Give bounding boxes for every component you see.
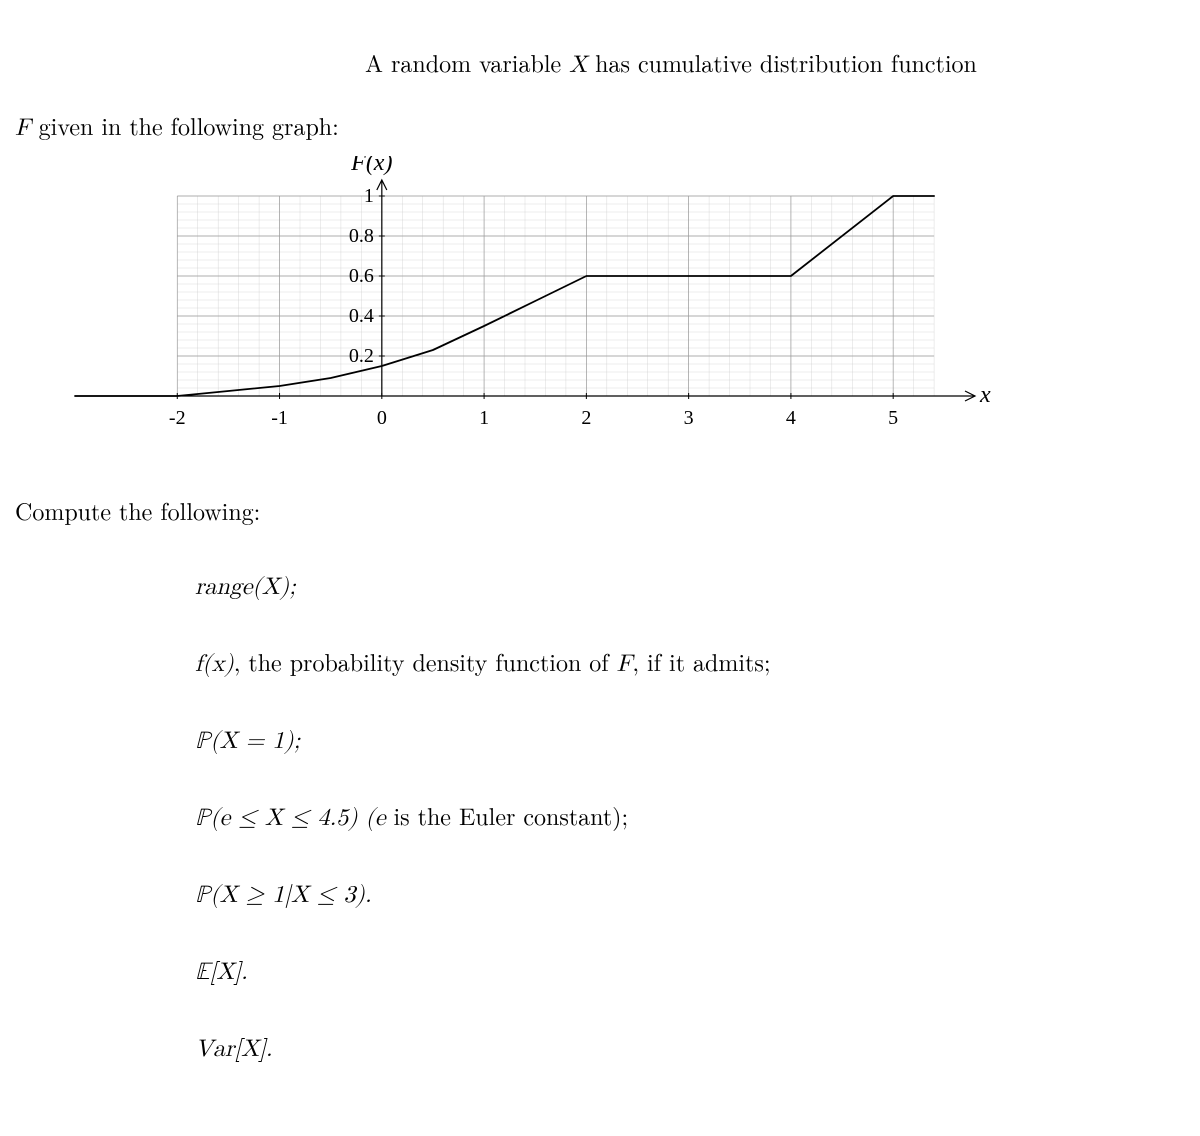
intro-line1: A random variable X has cumulative distr… [15, 44, 1185, 83]
intro-text: A random variable [365, 45, 569, 79]
svg-text:-1: -1 [271, 407, 288, 429]
question-list: range(X); f(x), the probability density … [195, 566, 1185, 1067]
intro-var-x: X [569, 53, 587, 77]
intro-var-f: F [15, 116, 31, 140]
item-variance: Var[X]. [195, 1028, 1185, 1067]
svg-text:0: 0 [377, 407, 387, 429]
intro-text2: has cumulative distribution function [587, 45, 977, 79]
svg-text:0.8: 0.8 [349, 225, 374, 247]
compute-label: Compute the following: [15, 492, 1185, 528]
svg-text:1: 1 [479, 407, 489, 429]
svg-text:2: 2 [581, 407, 591, 429]
svg-text:1: 1 [364, 185, 374, 207]
item-p-cond: ℙ(X ≥ 1|X ≤ 3). [195, 874, 1185, 913]
svg-text:F(x): F(x) [350, 156, 392, 176]
svg-text:4: 4 [786, 407, 796, 429]
svg-text:-2: -2 [169, 407, 186, 429]
item-p-e-45: ℙ(e ≤ X ≤ 4.5) (e is the Euler constant)… [195, 797, 1185, 836]
intro-line2-suffix: given in the following graph: [31, 108, 339, 142]
intro-line2: F given in the following graph: [15, 107, 1185, 146]
svg-text:0.4: 0.4 [349, 305, 374, 327]
item-expectation: 𝔼[X]. [195, 951, 1185, 990]
svg-text:0.2: 0.2 [349, 345, 374, 367]
item-pdf: f(x), the probability density function o… [195, 643, 1185, 682]
item-p-x-eq-1: ℙ(X = 1); [195, 720, 1185, 759]
svg-text:x: x [979, 382, 991, 408]
cdf-svg: x F(x) -2 -1 0 1 2 3 4 5 0.2 0.4 0.6 0.8 1 [15, 156, 1015, 456]
svg-text:3: 3 [684, 407, 694, 429]
item-range: range(X); [195, 566, 1185, 605]
cdf-chart: x F(x) -2 -1 0 1 2 3 4 5 0.2 0.4 0.6 0.8 1 [15, 156, 1185, 456]
svg-text:0.6: 0.6 [349, 265, 374, 287]
svg-text:5: 5 [888, 407, 898, 429]
